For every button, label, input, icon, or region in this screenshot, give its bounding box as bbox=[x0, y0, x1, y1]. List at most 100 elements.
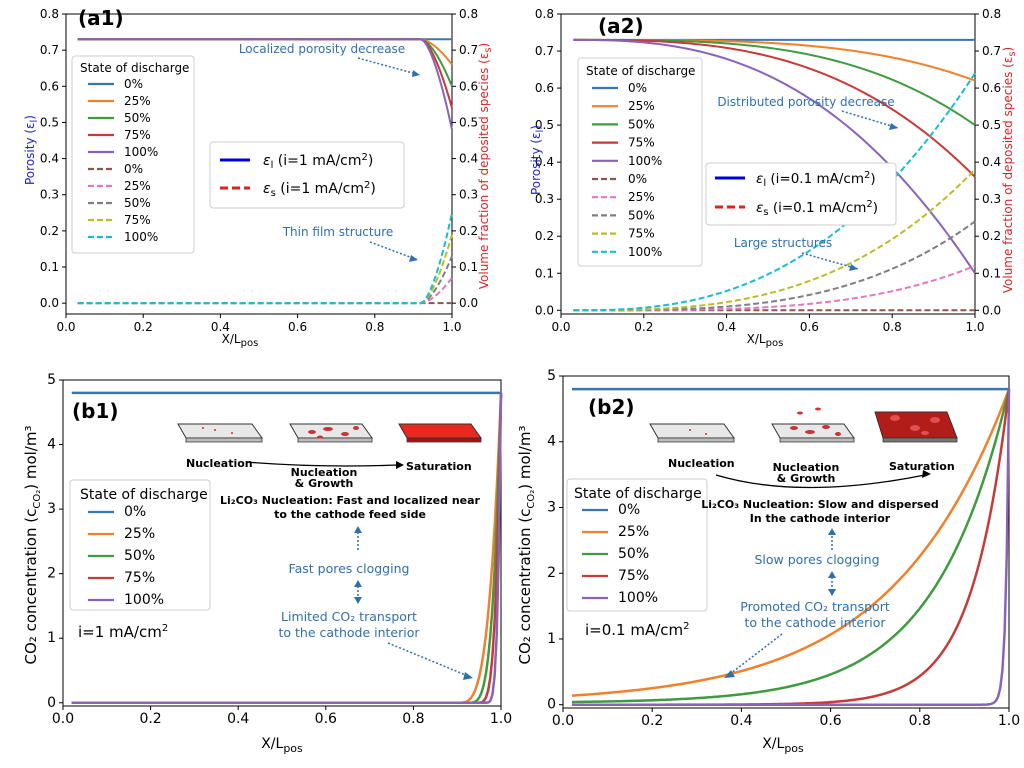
b1-xtick-label: 0.6 bbox=[315, 711, 337, 727]
a2-arrow-head-structures bbox=[849, 264, 858, 271]
a2-arrow-structures bbox=[801, 252, 859, 270]
b2-xtick-label: 1.0 bbox=[998, 713, 1020, 729]
a2-legend-label: 0% bbox=[628, 172, 647, 186]
a1-arrow-head-porosity bbox=[412, 70, 420, 77]
b2-electrode-nucleation bbox=[649, 423, 735, 443]
b1-axes-frame bbox=[62, 379, 502, 707]
a2-ticks: 0.0 0.2 0.4 0.6 0.8 1.0 0.0 0.0 0.1 0.1 0.2 0.2 0.3 0… bbox=[535, 7, 1001, 334]
b2-annotation-clogging: Slow pores clogging bbox=[754, 552, 879, 567]
a2-ytick-label: 0.3 bbox=[535, 192, 554, 206]
b2-arrow-transport bbox=[729, 633, 783, 675]
a2-legend-label: 25% bbox=[628, 190, 655, 204]
b1-arrow-transport-head bbox=[463, 672, 473, 680]
a1-annotation-porosity: Localized porosity decrease bbox=[239, 42, 405, 56]
a1-legend-label: 50% bbox=[124, 111, 151, 125]
b1-annotation-transport-1: Limited CO₂ transport bbox=[281, 609, 417, 624]
a1-legend-label: 50% bbox=[124, 196, 151, 210]
b2-ylabel: CO₂ concentration (cCO₂) mol/m³ bbox=[516, 426, 537, 665]
b1-ytick-label: 0 bbox=[47, 695, 56, 711]
a2-lines bbox=[573, 38, 976, 312]
b1-process-arrow-head bbox=[396, 461, 404, 469]
a2-panel-label: (a2) bbox=[598, 14, 644, 38]
a2-porosity-line-100% bbox=[573, 38, 976, 274]
a2-annotation-structures: Large structures bbox=[734, 236, 832, 250]
b2-label-growth: Nucleation bbox=[773, 461, 840, 474]
a1-ytick-label: 0.3 bbox=[40, 188, 59, 202]
a2-xtick-label: 1.0 bbox=[965, 320, 984, 334]
a1-ytick-right-label: 0.7 bbox=[459, 43, 478, 57]
b1-xtick-label: 0.0 bbox=[52, 711, 74, 727]
b1-label-saturation: Saturation bbox=[406, 460, 472, 473]
b1-ytick-label: 1 bbox=[47, 630, 56, 646]
a1-style-legend-porosity: εl (i=1 mA/cm2) bbox=[263, 152, 373, 171]
b2-xtick-label: 0.2 bbox=[641, 713, 663, 729]
a2-ytick-right-label: 0.6 bbox=[982, 81, 1001, 95]
a1-legend-label: 25% bbox=[124, 94, 151, 108]
a1-ytick-label: 0.2 bbox=[40, 224, 59, 238]
b2-annotation-transport-1: Promoted CO₂ transport bbox=[740, 599, 890, 614]
a2-style-legend-deposit: εs (i=0.1 mA/cm2) bbox=[756, 199, 878, 218]
a2-legend-label: 100% bbox=[628, 154, 662, 168]
panel-a2: 0.0 0.2 0.4 0.6 0.8 1.0 0.0 0.0 0.1 0.1 0.2 0.2 0.3 0… bbox=[529, 7, 1018, 349]
a2-ytick-right-label: 0.8 bbox=[982, 7, 1001, 21]
a1-xtick-label: 0.2 bbox=[134, 320, 153, 334]
a1-ytick-label: 0.1 bbox=[40, 260, 59, 274]
a1-ytick-label: 0.4 bbox=[40, 152, 59, 166]
b1-nucleation-text-2: to the cathode feed side bbox=[274, 508, 426, 521]
b1-line-100% bbox=[71, 392, 503, 705]
panel-b2: 0.0 0.2 0.4 0.6 0.8 1.0 0 1 2 3 4 5 (b2) X/Lpos CO₂… bbox=[516, 368, 1020, 755]
b2-line-100% bbox=[571, 389, 1011, 706]
a2-ytick-label: 0.0 bbox=[535, 303, 554, 317]
a2-legend-label: 0% bbox=[628, 81, 647, 95]
a1-ytick-label: 0.5 bbox=[40, 115, 59, 129]
a1-ytick-label: 0.8 bbox=[40, 7, 59, 21]
b1-legend-label: 50% bbox=[124, 548, 155, 564]
b2-xlabel: X/Lpos bbox=[762, 736, 804, 755]
a1-style-legend-deposit: εs (i=1 mA/cm2) bbox=[263, 180, 376, 199]
a2-xtick-label: 0.6 bbox=[800, 320, 819, 334]
a1-legend-label: 100% bbox=[124, 230, 158, 244]
b1-xtick-label: 1.0 bbox=[490, 711, 512, 727]
a1-xtick-label: 0.6 bbox=[288, 320, 307, 334]
a2-ytick-right-label: 0.0 bbox=[982, 303, 1001, 317]
a2-deposit-line-25% bbox=[573, 264, 976, 312]
a2-ytick-right-label: 0.1 bbox=[982, 266, 1001, 280]
b2-lines bbox=[571, 387, 1011, 706]
b2-legend-label: 100% bbox=[618, 590, 658, 606]
b1-electrode-nucleation bbox=[177, 423, 263, 443]
a2-ytick-right-label: 0.2 bbox=[982, 229, 1001, 243]
a1-ytick-label: 0.6 bbox=[40, 79, 59, 93]
a1-ylabel-right: Volume fraction of deposited species (εs… bbox=[477, 43, 494, 290]
a2-xtick-label: 0.0 bbox=[551, 320, 570, 334]
a1-legend-items: 0% 25% 50% 75% 100% 0% 25% 50% 75% 100% bbox=[88, 77, 158, 244]
b2-xtick-label: 0.8 bbox=[909, 713, 931, 729]
a2-legend-label: 100% bbox=[628, 245, 662, 259]
a2-arrow-porosity bbox=[841, 110, 899, 129]
a2-arrow-head-porosity bbox=[889, 123, 898, 130]
a2-ytick-label: 0.4 bbox=[535, 155, 554, 169]
panel-a1: 0.0 0.2 0.4 0.6 0.8 1.0 0.0 0.0 0.1 0.1 0.2 0.2 0.3 0… bbox=[23, 6, 494, 349]
b1-lines bbox=[71, 391, 503, 705]
a1-annotation-film: Thin film structure bbox=[282, 225, 394, 239]
a1-porosity-line-100% bbox=[77, 38, 453, 130]
b2-ytick-label: 1 bbox=[547, 631, 556, 647]
a2-xtick-label: 0.4 bbox=[717, 320, 736, 334]
b2-legend-label: 50% bbox=[618, 546, 649, 562]
b2-label-nucleation: Nucleation bbox=[668, 457, 735, 470]
b2-ytick-label: 3 bbox=[547, 499, 556, 515]
a2-ylabel-left: Porosity (εl) bbox=[529, 125, 546, 195]
b2-nucleation-text-2: In the cathode interior bbox=[750, 512, 891, 525]
b1-ytick-label: 5 bbox=[47, 372, 56, 388]
a2-ytick-label: 0.7 bbox=[535, 44, 554, 58]
a1-legend-label: 75% bbox=[124, 213, 151, 227]
a1-ylabel-left: Porosity (εl) bbox=[23, 115, 40, 185]
b1-legend-label: 75% bbox=[124, 570, 155, 586]
a1-ytick-right-label: 0.4 bbox=[459, 152, 478, 166]
b1-legend-label: 0% bbox=[124, 504, 146, 520]
a2-style-legend bbox=[705, 162, 897, 226]
a2-legend-label: 25% bbox=[628, 99, 655, 113]
a1-deposit-line-25% bbox=[77, 277, 453, 305]
b2-current-label: i=0.1 mA/cm2 bbox=[585, 621, 690, 639]
b2-legend-label: 0% bbox=[618, 502, 640, 518]
b1-legend-title: State of discharge bbox=[80, 487, 208, 503]
